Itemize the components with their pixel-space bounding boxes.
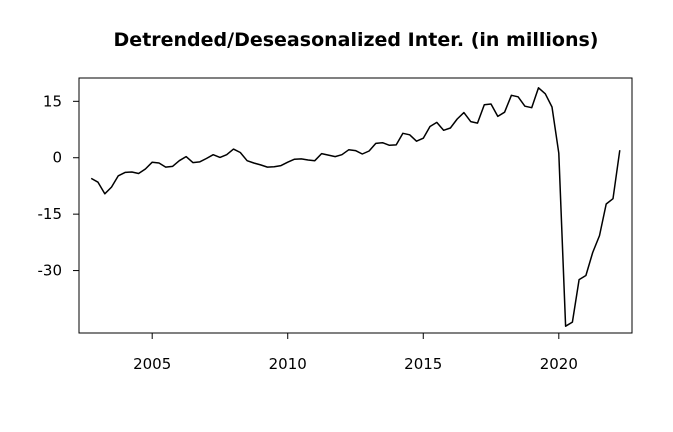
x-axis: 2005 2010 2015 2020 xyxy=(133,333,578,373)
y-tick-label: -30 xyxy=(38,262,63,280)
y-axis: 15 0 -15 -30 xyxy=(38,92,79,280)
series-line xyxy=(90,87,621,327)
series-layer xyxy=(90,87,621,327)
x-tick-label: 2020 xyxy=(540,355,578,373)
y-tick-label: -15 xyxy=(38,205,63,223)
x-tick-label: 2005 xyxy=(133,355,171,373)
y-tick-label: 0 xyxy=(52,149,62,167)
chart-title: Detrended/Deseasonalized Inter. (in mill… xyxy=(114,29,599,51)
plot-frame xyxy=(78,77,633,334)
x-tick-label: 2015 xyxy=(404,355,442,373)
y-tick-label: 15 xyxy=(43,92,62,110)
x-tick-label: 2010 xyxy=(269,355,307,373)
